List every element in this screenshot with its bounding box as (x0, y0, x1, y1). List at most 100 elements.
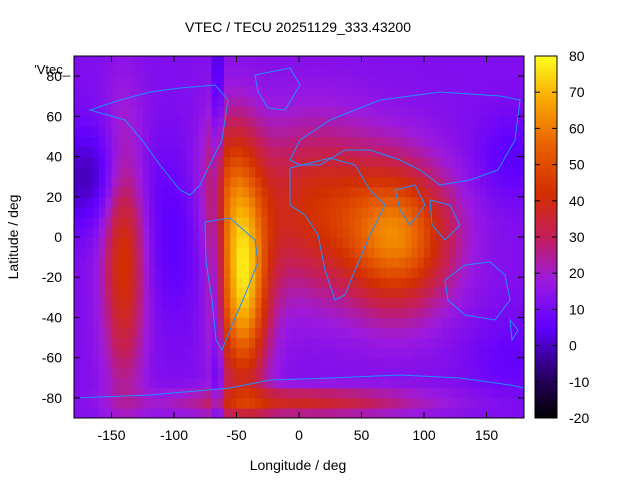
heatmap-cell (424, 156, 431, 168)
heatmap-cell (461, 247, 469, 258)
colorbar-tick-label: 10 (569, 301, 585, 317)
heatmap-cell (442, 277, 450, 288)
heatmap-cell (311, 387, 319, 399)
heatmap-cell (511, 267, 519, 278)
heatmap-cell (336, 327, 344, 339)
heatmap-cell (274, 186, 281, 198)
heatmap-cell (392, 277, 400, 288)
heatmap-cell (442, 176, 450, 188)
heatmap-cell (180, 156, 188, 168)
heatmap-cell (411, 357, 419, 369)
heatmap-cell (280, 387, 288, 399)
heatmap-cell (430, 156, 438, 168)
heatmap-cell (330, 257, 338, 268)
heatmap-cell (99, 176, 106, 188)
heatmap-cell (299, 76, 306, 87)
heatmap-cell (161, 337, 169, 349)
heatmap-cell (374, 226, 381, 238)
heatmap-cell (211, 267, 219, 278)
heatmap-cell (436, 337, 444, 349)
heatmap-cell (424, 86, 431, 97)
heatmap-cell (224, 317, 231, 329)
heatmap-cell (286, 267, 294, 278)
heatmap-cell (199, 96, 206, 107)
heatmap-cell (486, 387, 494, 399)
heatmap-cell (486, 116, 494, 127)
heatmap-cell (424, 196, 431, 208)
heatmap-cell (136, 407, 144, 418)
heatmap-cell (349, 257, 356, 268)
heatmap-cell (442, 106, 450, 117)
heatmap-cell (199, 116, 206, 127)
heatmap-cell (355, 307, 363, 319)
heatmap-cell (267, 166, 275, 178)
heatmap-cell (130, 176, 138, 188)
heatmap-cell (99, 196, 106, 208)
heatmap-cell (267, 56, 275, 67)
heatmap-cell (292, 66, 300, 77)
heatmap-cell (130, 216, 138, 228)
key-label: 'Vtec_ (34, 62, 70, 77)
heatmap-cell (380, 116, 388, 127)
heatmap-cell (467, 196, 475, 208)
heatmap-cell (299, 277, 306, 288)
heatmap-cell (261, 86, 269, 97)
heatmap-cell (130, 66, 138, 77)
heatmap-cell (86, 66, 94, 77)
heatmap-cell (211, 146, 219, 158)
heatmap-cell (317, 287, 325, 298)
heatmap-cell (511, 196, 519, 208)
heatmap-cell (361, 337, 369, 349)
heatmap-cell (405, 277, 413, 288)
heatmap-cell (142, 277, 150, 288)
heatmap-cell (405, 317, 413, 329)
heatmap-cell (130, 96, 138, 107)
heatmap-cell (442, 136, 450, 148)
heatmap-cell (111, 247, 119, 258)
heatmap-cell (192, 106, 200, 117)
heatmap-cell (249, 136, 256, 148)
heatmap-cell (136, 86, 144, 97)
heatmap-cell (142, 347, 150, 359)
heatmap-cell (267, 307, 275, 319)
heatmap-cell (405, 347, 413, 359)
heatmap-cell (261, 397, 269, 409)
heatmap-cell (467, 186, 475, 198)
heatmap-cell (317, 156, 325, 168)
heatmap-cell (436, 86, 444, 97)
heatmap-cell (505, 247, 513, 258)
heatmap-cell (480, 297, 488, 308)
heatmap-cell (330, 337, 338, 349)
heatmap-cell (261, 407, 269, 418)
heatmap-cell (399, 176, 406, 188)
heatmap-cell (511, 347, 519, 359)
heatmap-cell (74, 66, 81, 77)
heatmap-cell (167, 397, 175, 409)
heatmap-cell (86, 156, 94, 168)
heatmap-cell (155, 377, 163, 389)
heatmap-cell (99, 76, 106, 87)
heatmap-cell (336, 86, 344, 97)
heatmap-cell (230, 337, 238, 349)
heatmap-cell (155, 307, 163, 319)
heatmap-cell (174, 166, 181, 178)
heatmap-cell (317, 196, 325, 208)
heatmap-cell (505, 186, 513, 198)
heatmap-cell (511, 86, 519, 97)
heatmap-cell (274, 56, 281, 67)
heatmap-cell (480, 86, 488, 97)
heatmap-cell (111, 166, 119, 178)
heatmap-cell (142, 56, 150, 67)
heatmap-cell (86, 367, 94, 379)
heatmap-cell (186, 96, 194, 107)
heatmap-cell (461, 347, 469, 359)
heatmap-cell (455, 387, 463, 399)
heatmap-cell (455, 337, 463, 349)
heatmap-cell (180, 397, 188, 409)
heatmap-cell (267, 136, 275, 148)
heatmap-cell (136, 106, 144, 117)
heatmap-cell (311, 226, 319, 238)
heatmap-cell (92, 237, 100, 248)
heatmap-cell (336, 226, 344, 238)
heatmap-cell (161, 146, 169, 158)
